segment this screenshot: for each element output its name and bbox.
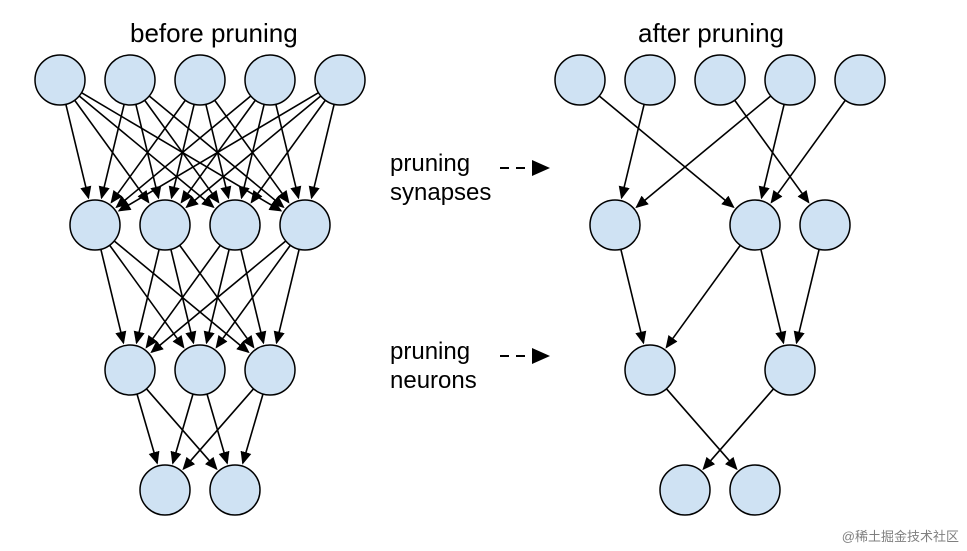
neuron-node (210, 465, 260, 515)
edge (735, 100, 809, 202)
edge (171, 249, 194, 342)
title-before: before pruning (130, 18, 298, 49)
label-line: pruning (390, 150, 470, 177)
title-after: after pruning (638, 18, 784, 49)
neuron-node (835, 55, 885, 105)
edge (187, 96, 321, 207)
edge (137, 394, 157, 463)
neuron-node (70, 200, 120, 250)
label-pruning-neurons: pruning neurons (390, 338, 477, 396)
neuron-node (175, 345, 225, 395)
neuron-node (35, 55, 85, 105)
right-network-nodes (555, 55, 885, 515)
neuron-node (105, 345, 155, 395)
neuron-node (590, 200, 640, 250)
edge (637, 96, 771, 207)
edge (149, 96, 283, 207)
neuron-node (625, 55, 675, 105)
edge (79, 96, 213, 207)
edge (207, 249, 230, 342)
edge (797, 249, 820, 342)
neuron-node (695, 55, 745, 105)
edge (207, 394, 227, 463)
label-line: pruning (390, 338, 470, 365)
edge (761, 249, 784, 342)
edge (277, 249, 300, 342)
edge (66, 104, 89, 197)
edge (117, 96, 251, 207)
neuron-node (730, 200, 780, 250)
edge (241, 249, 264, 342)
edge (599, 96, 733, 207)
edge (136, 104, 159, 197)
left-network-edges (66, 93, 334, 469)
neuron-node (660, 465, 710, 515)
edge (146, 389, 216, 469)
neuron-node (105, 55, 155, 105)
neuron-node (555, 55, 605, 105)
label-pruning-synapses: pruning synapses (390, 150, 491, 208)
neuron-node (280, 200, 330, 250)
edge (771, 100, 845, 202)
edge (243, 394, 263, 463)
edge (276, 104, 299, 197)
edge (206, 104, 229, 197)
neuron-node (210, 200, 260, 250)
edge (666, 245, 740, 347)
left-network-nodes (35, 55, 365, 515)
neuron-node (730, 465, 780, 515)
right-network-edges (599, 96, 845, 469)
edge (172, 104, 195, 197)
label-line: synapses (390, 179, 491, 206)
neuron-node (245, 55, 295, 105)
edge (173, 394, 193, 463)
edge (152, 241, 286, 352)
neuron-node (800, 200, 850, 250)
edge (242, 104, 265, 197)
neuron-node (140, 465, 190, 515)
edge (137, 249, 160, 342)
neuron-node (765, 345, 815, 395)
edge (666, 389, 736, 469)
edge (183, 389, 253, 469)
neuron-node (140, 200, 190, 250)
edge (101, 249, 124, 342)
edge (114, 241, 248, 352)
neuron-node (625, 345, 675, 395)
edge (622, 104, 645, 197)
edge (762, 104, 785, 197)
edge (703, 389, 773, 469)
edge (621, 249, 644, 342)
diagram-canvas (0, 0, 967, 551)
neuron-node (245, 345, 295, 395)
neuron-node (765, 55, 815, 105)
edge (102, 104, 125, 197)
neuron-node (315, 55, 365, 105)
edge (312, 104, 335, 197)
label-line: neurons (390, 367, 477, 394)
dashed-arrows (500, 168, 548, 356)
neuron-node (175, 55, 225, 105)
watermark-text: @稀土掘金技术社区 (842, 526, 959, 545)
